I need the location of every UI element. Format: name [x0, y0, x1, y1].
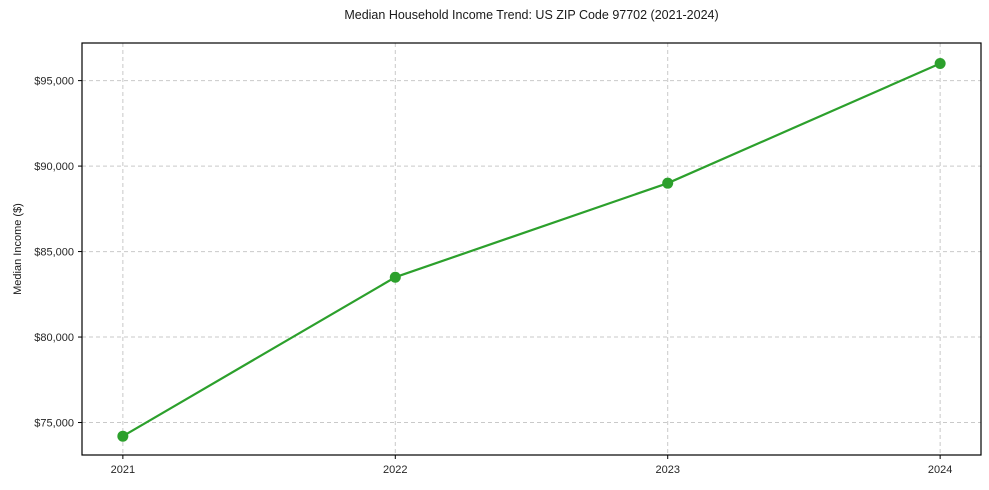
x-tick-label: 2021 — [111, 464, 135, 476]
data-point-marker — [662, 177, 674, 189]
x-tick-label: 2024 — [928, 464, 952, 476]
data-point-marker — [934, 58, 946, 70]
data-point-marker — [389, 271, 401, 283]
gridlines — [82, 43, 981, 455]
chart-title: Median Household Income Trend: US ZIP Co… — [344, 8, 719, 22]
trend-line — [121, 62, 942, 438]
x-tick-label: 2022 — [383, 464, 407, 476]
axes: $75,000 $80,000 $85,000 $90,000 $95,000 2021 2… — [34, 42, 982, 476]
y-tick-label: $95,000 — [34, 76, 74, 88]
axis-spines — [81, 42, 982, 456]
y-axis-title: Median Income ($) — [12, 203, 24, 295]
x-tick-label: 2023 — [655, 464, 679, 476]
y-tick-label: $80,000 — [34, 332, 74, 344]
y-tick-label: $75,000 — [34, 418, 74, 430]
data-point-marker — [117, 430, 129, 442]
y-tick-label: $85,000 — [34, 247, 74, 259]
y-tick-label: $90,000 — [34, 161, 74, 173]
data-series — [117, 58, 946, 442]
